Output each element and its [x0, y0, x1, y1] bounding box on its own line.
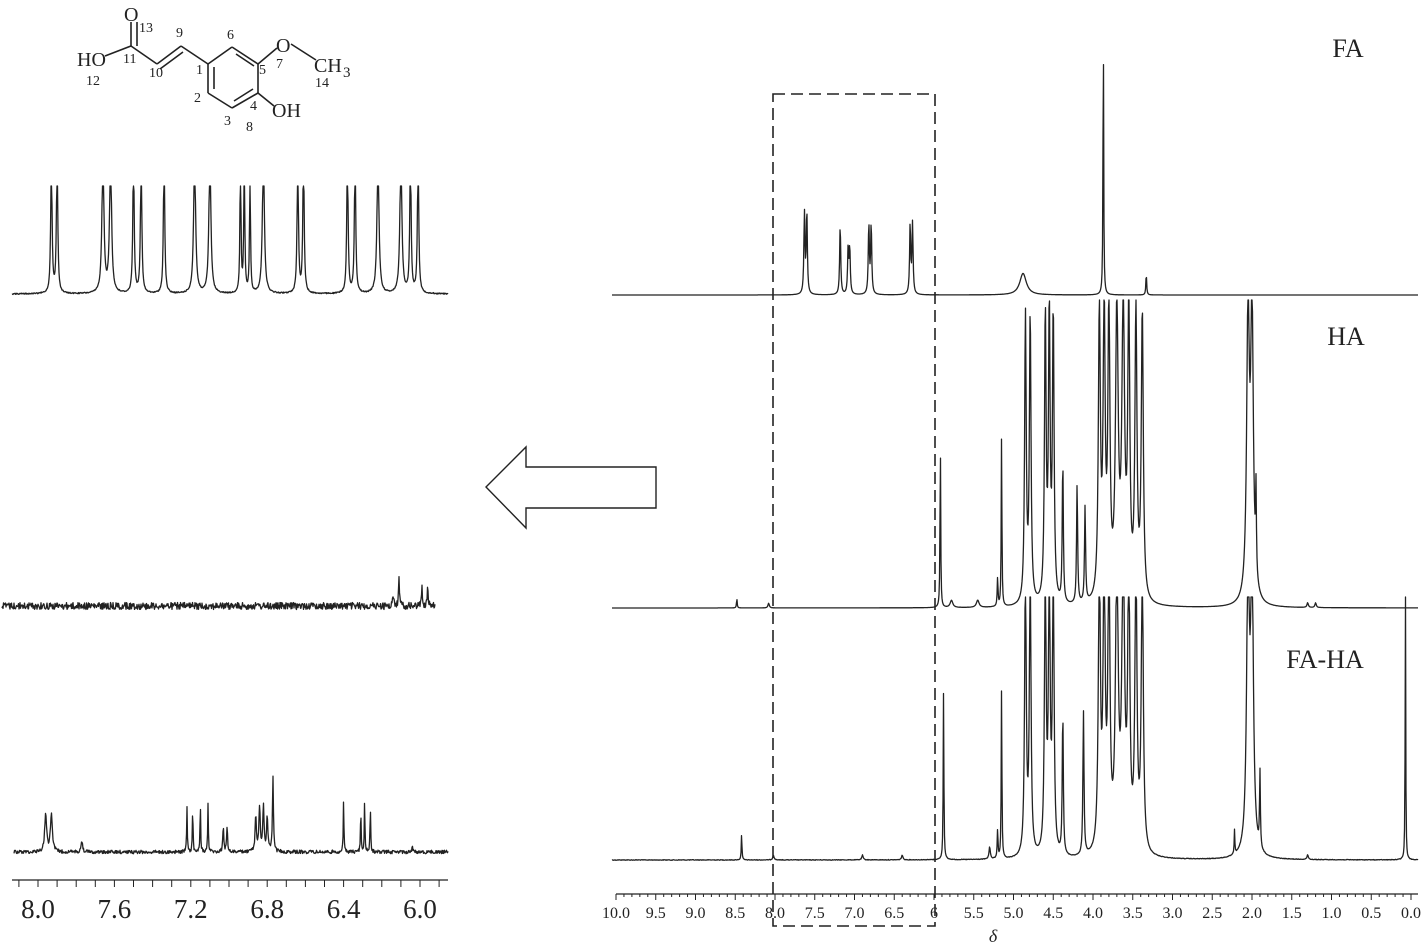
x-tick-label: 8.0 — [765, 905, 785, 922]
series-label-ha: HA — [1327, 322, 1365, 351]
x-tick-label: 9.0 — [686, 905, 706, 922]
x-tick-label: 1.5 — [1282, 905, 1302, 922]
x-tick-label: 0.5 — [1361, 905, 1381, 922]
expanded-x-tick-label: 8.0 — [21, 894, 55, 924]
spectrum-fa — [611, 63, 1419, 296]
x-tick-label: 7.0 — [845, 905, 865, 922]
atom-o-ether: O — [276, 35, 290, 57]
atom-number: 2 — [194, 91, 201, 106]
x-axis-label: δ — [989, 926, 998, 946]
expanded-spectra-panel: 8.0 7.6 7.2 6.8 6.4 6.0 — [1, 185, 449, 924]
atom-number: 5 — [259, 63, 266, 78]
atom-o-carbonyl: O — [124, 4, 138, 26]
x-tick-label: 1.0 — [1322, 905, 1342, 922]
x-tick-label: 7.5 — [805, 905, 825, 922]
atom-number: 4 — [250, 99, 257, 114]
series-label-fa-ha: FA-HA — [1286, 645, 1364, 674]
atom-number: 1 — [196, 63, 203, 78]
atom-ch3-subscript: 3 — [343, 65, 351, 81]
x-tick-label: 5.0 — [1004, 905, 1024, 922]
spectrum-ha — [611, 299, 1419, 609]
atom-number: 13 — [139, 21, 153, 36]
full-spectra-panel: 10.0 9.5 9.0 8.5 8.0 7.5 7.0 6.5 6 5.5 5.0 4.5 4.0 3.… — [602, 34, 1421, 946]
expanded-x-tick-label: 6.4 — [327, 894, 361, 924]
atom-number: 12 — [86, 74, 100, 89]
x-tick-label: 6 — [930, 905, 938, 922]
atom-number: 11 — [123, 52, 136, 67]
x-tick-label: 4.0 — [1083, 905, 1103, 922]
atom-number: 6 — [227, 28, 234, 43]
atom-number: 3 — [224, 114, 231, 129]
atom-number: 10 — [149, 66, 163, 81]
expanded-x-tick-label: 6.8 — [250, 894, 284, 924]
spectrum-fa-ha — [611, 596, 1419, 861]
x-tick-label: 2.0 — [1242, 905, 1262, 922]
expanded-x-tick-label: 6.0 — [403, 894, 437, 924]
x-tick-label: 8.5 — [725, 905, 745, 922]
highlight-region-box — [772, 93, 936, 927]
atom-number: 14 — [315, 76, 329, 91]
x-tick-label: 0.0 — [1401, 905, 1421, 922]
x-tick-label: 10.0 — [602, 905, 630, 922]
x-tick-label: 9.5 — [646, 905, 666, 922]
x-tick-label: 5.5 — [964, 905, 984, 922]
atom-number: 8 — [246, 120, 253, 135]
atom-number: 9 — [176, 26, 183, 41]
spectrum-fa-expanded — [11, 185, 449, 296]
x-tick-label: 6.5 — [884, 905, 904, 922]
spectrum-fa-ha-expanded — [13, 775, 449, 855]
x-tick-label: 2.5 — [1202, 905, 1222, 922]
expanded-x-tick-label: 7.2 — [174, 894, 208, 924]
atom-oh-phenol: OH — [272, 100, 301, 122]
series-label-fa: FA — [1332, 34, 1364, 63]
ferulic-acid-structure: O HO O CH 3 OH 13 9 6 11 10 1 5 7 14 12 … — [77, 4, 351, 135]
x-tick-label: 4.5 — [1043, 905, 1063, 922]
left-arrow-icon — [485, 445, 657, 530]
x-tick-label: 3.0 — [1163, 905, 1183, 922]
atom-ch3: CH — [314, 55, 342, 77]
x-tick-label: 3.5 — [1123, 905, 1143, 922]
atom-ho-acid: HO — [77, 49, 106, 71]
spectrum-ha-expanded — [1, 576, 436, 611]
expanded-x-tick-label: 7.6 — [98, 894, 132, 924]
atom-number: 7 — [276, 57, 283, 72]
